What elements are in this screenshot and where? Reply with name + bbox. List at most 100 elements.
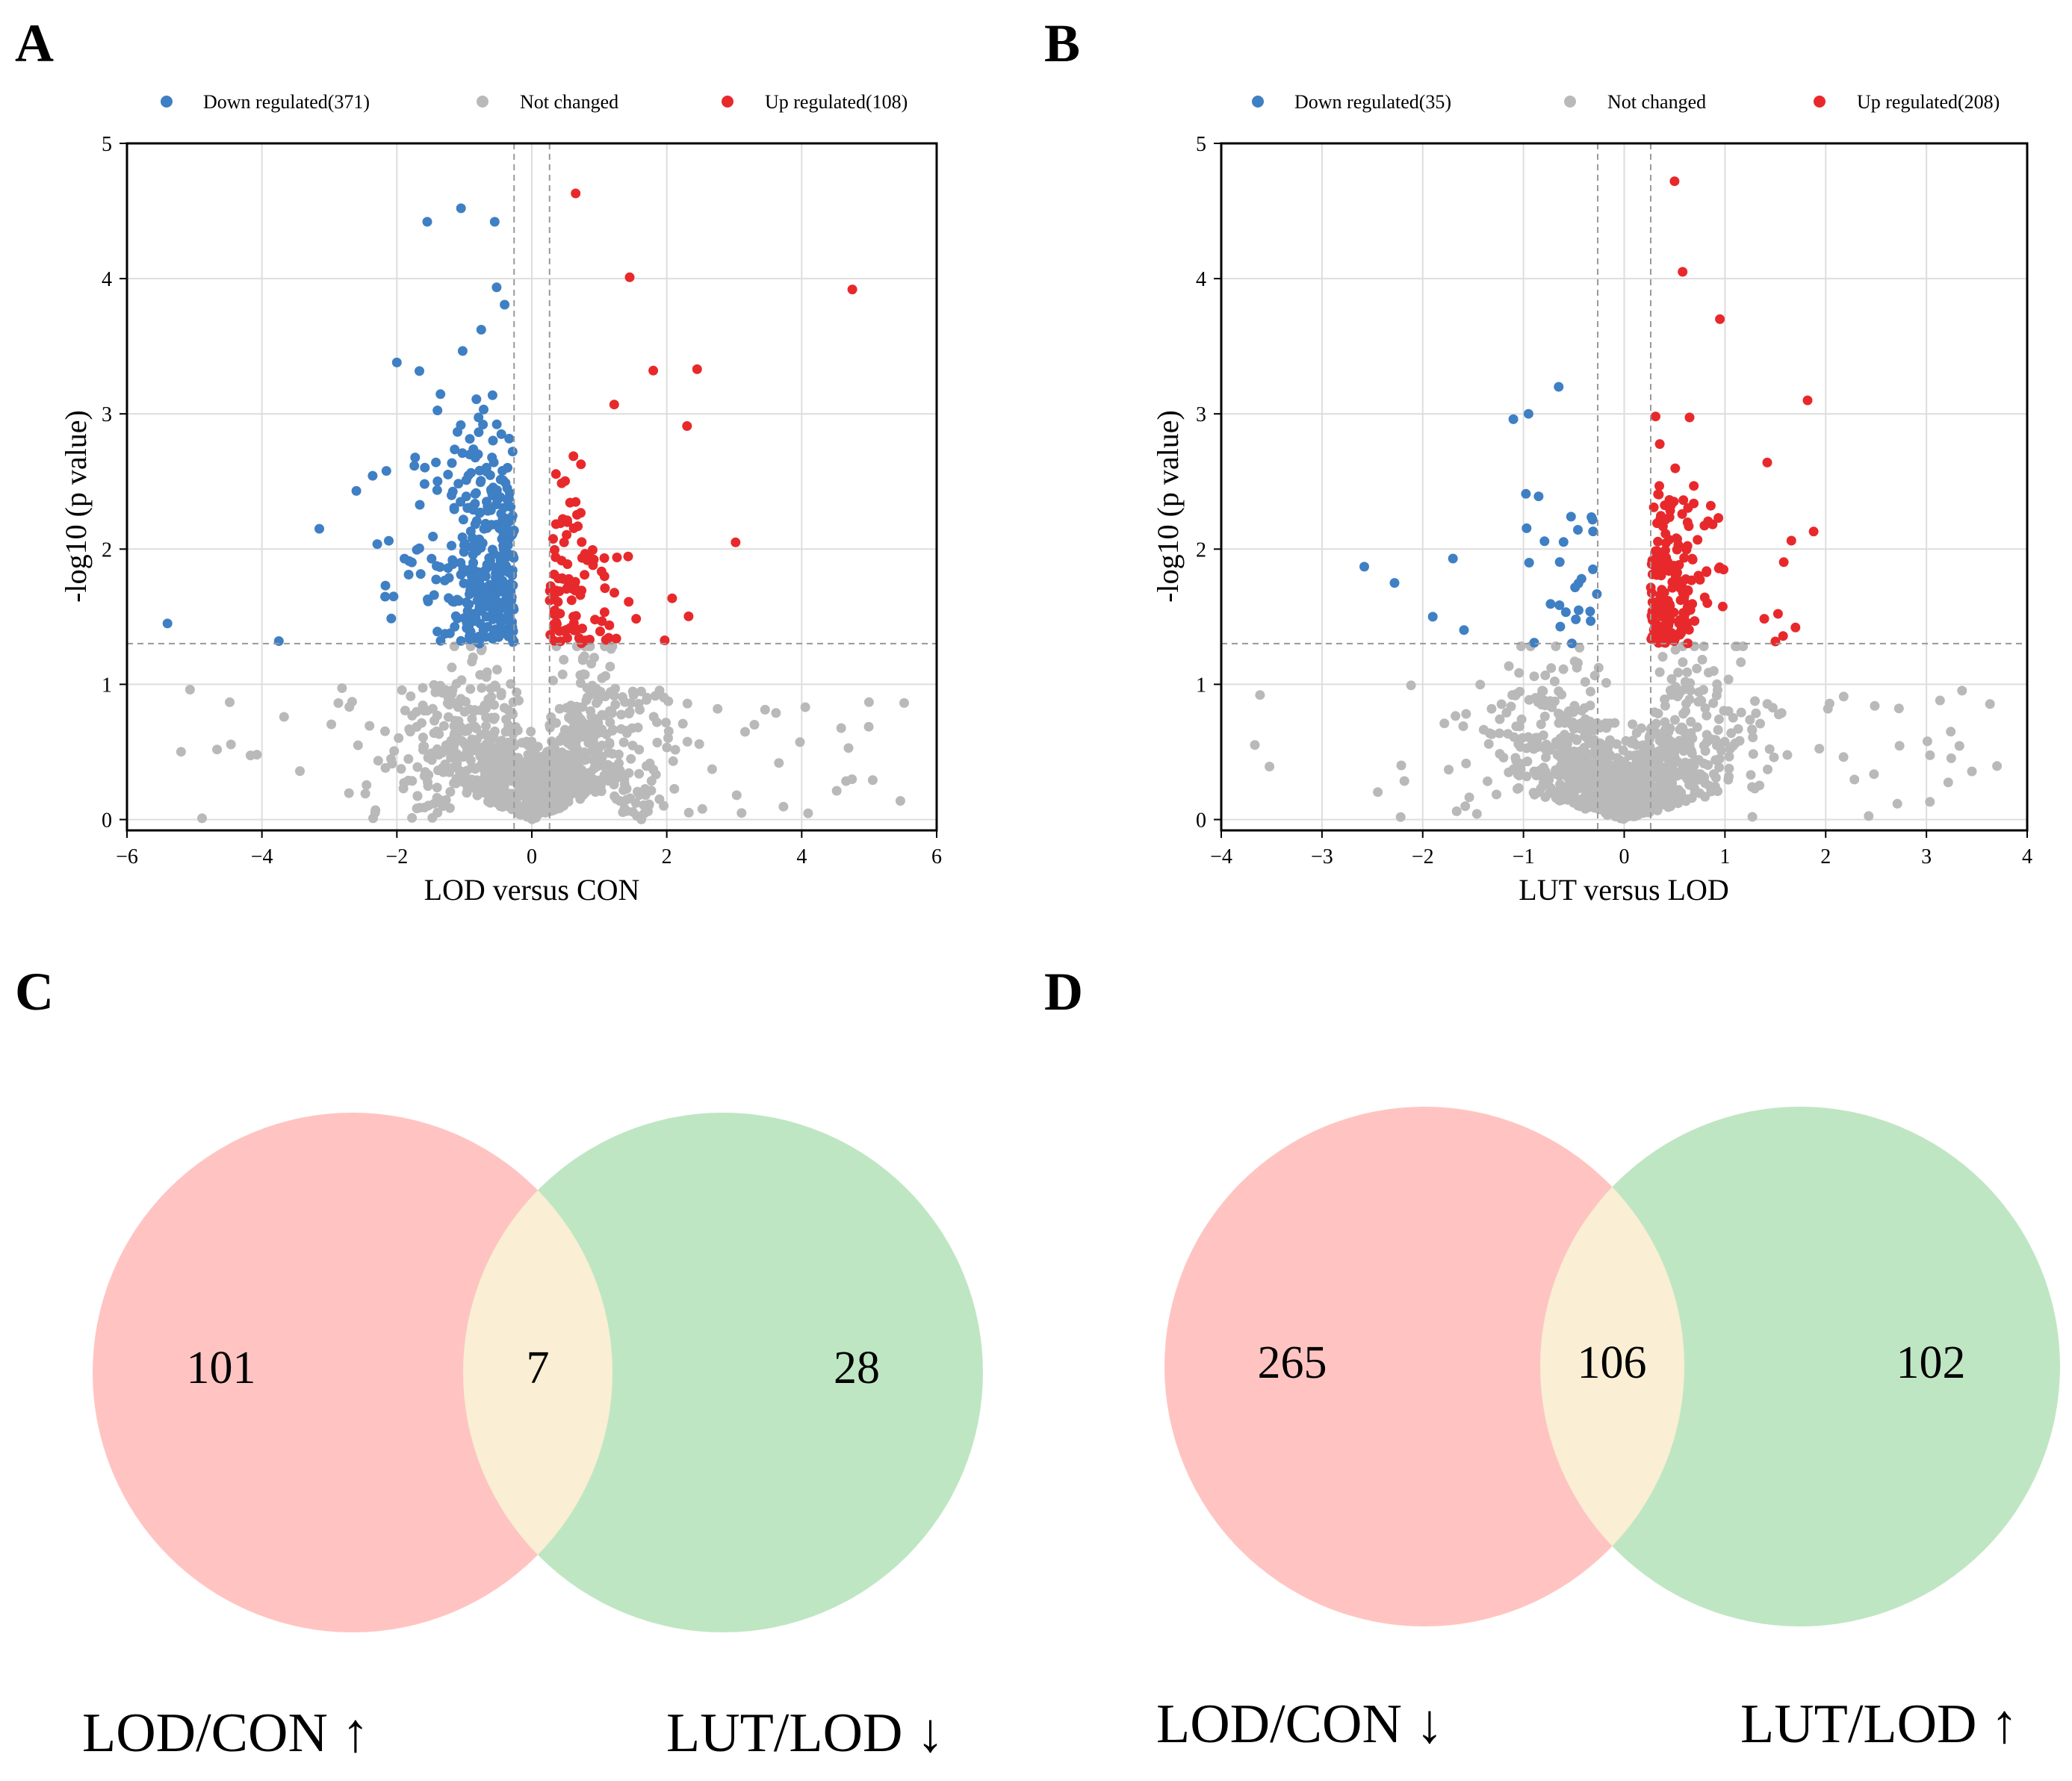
point-not-changed (397, 685, 407, 695)
point-not-changed (531, 762, 542, 772)
point-up (1651, 411, 1660, 422)
point-not-changed (1558, 664, 1569, 674)
point-up (1657, 585, 1667, 595)
point-not-changed (1532, 736, 1542, 747)
point-not-changed (1250, 740, 1260, 750)
point-not-changed (1669, 751, 1680, 762)
point-not-changed (1814, 744, 1825, 754)
point-down (458, 515, 468, 525)
point-down (457, 346, 468, 356)
point-down (1508, 414, 1519, 424)
point-not-changed (1747, 812, 1758, 822)
point-down (466, 467, 477, 478)
point-not-changed (605, 718, 615, 727)
point-not-changed (1699, 741, 1709, 751)
point-up (1687, 575, 1697, 585)
point-up (1687, 554, 1698, 565)
point-not-changed (589, 713, 600, 724)
point-not-changed (642, 692, 652, 703)
point-down (480, 518, 491, 529)
point-not-changed (1660, 786, 1670, 797)
x-axis-title-a: LOD versus CON (424, 873, 640, 907)
point-not-changed (597, 740, 607, 750)
point-not-changed (606, 767, 616, 777)
point-not-changed (1716, 745, 1726, 756)
point-not-changed (1733, 724, 1743, 734)
point-not-changed (1692, 663, 1702, 674)
point-down (503, 548, 512, 559)
point-not-changed (1894, 741, 1905, 751)
point-not-changed (863, 697, 874, 707)
point-not-changed (795, 737, 805, 747)
point-not-changed (1590, 770, 1601, 780)
point-not-changed (333, 698, 344, 708)
points-a (162, 188, 909, 824)
point-not-changed (1559, 762, 1569, 773)
point-down (1522, 523, 1532, 533)
point-up (1684, 521, 1694, 532)
point-not-changed (405, 727, 415, 737)
point-down (491, 568, 501, 579)
point-up (601, 635, 611, 645)
point-not-changed (462, 788, 472, 798)
point-not-changed (697, 804, 707, 814)
point-not-changed (1724, 751, 1734, 762)
point-down (1359, 562, 1369, 572)
panel-letter-b: B (1044, 13, 1080, 73)
point-not-changed (1590, 798, 1601, 809)
point-up (1684, 412, 1695, 423)
point-not-changed (1655, 774, 1666, 784)
point-up (1669, 607, 1679, 618)
point-not-changed (451, 774, 462, 784)
point-up (1695, 574, 1705, 585)
point-down (503, 568, 514, 578)
point-not-changed (617, 691, 627, 702)
point-down (162, 618, 173, 629)
y-tick-label: 0 (102, 809, 112, 833)
point-not-changed (447, 762, 458, 773)
point-not-changed (1869, 769, 1879, 780)
point-not-changed (1492, 789, 1501, 800)
point-down (1574, 605, 1584, 615)
point-up (682, 421, 692, 431)
point-not-changed (1562, 771, 1572, 782)
point-not-changed (1557, 689, 1567, 700)
point-down (476, 325, 486, 335)
point-down (488, 435, 498, 446)
point-up (562, 529, 572, 540)
point-not-changed (550, 773, 560, 783)
point-not-changed (1957, 686, 1967, 696)
point-not-changed (1265, 762, 1275, 771)
point-up (1679, 553, 1690, 563)
point-not-changed (1613, 774, 1623, 783)
point-not-changed (386, 753, 396, 764)
point-not-changed (496, 688, 506, 698)
point-up (600, 583, 610, 594)
point-not-changed (1578, 746, 1588, 756)
point-not-changed (344, 788, 354, 798)
point-not-changed (635, 704, 645, 715)
point-down (415, 366, 424, 376)
point-up (623, 551, 633, 562)
y-tick-label: 2 (102, 538, 112, 562)
point-not-changed (407, 776, 418, 786)
point-not-changed (551, 792, 562, 802)
point-down (498, 503, 509, 513)
point-up (1702, 567, 1712, 577)
point-not-changed (481, 721, 491, 731)
point-not-changed (1657, 652, 1668, 662)
point-not-changed (441, 685, 451, 695)
point-not-changed (803, 808, 813, 818)
x-ticks-b: −4 −3 −2 −1 0 1 2 3 4 (1210, 830, 2032, 868)
point-not-changed (1461, 758, 1471, 768)
point-down (489, 217, 500, 227)
point-not-changed (895, 796, 905, 806)
point-not-changed (526, 727, 536, 737)
point-not-changed (1475, 680, 1486, 690)
point-not-changed (1486, 703, 1497, 714)
point-up (556, 478, 567, 488)
point-not-changed (618, 737, 629, 747)
x-tick-label: −2 (1412, 845, 1434, 868)
point-not-changed (362, 780, 372, 790)
legend-marker-up (1814, 96, 1826, 108)
